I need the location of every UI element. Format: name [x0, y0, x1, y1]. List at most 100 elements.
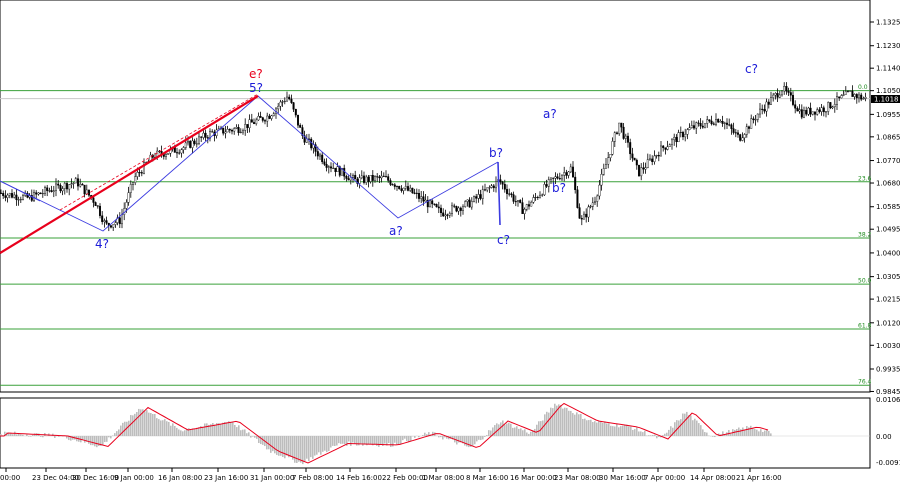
candle-body [196, 144, 198, 145]
candle-body [649, 159, 651, 160]
oscillator-bar [88, 436, 90, 444]
candle-body [253, 122, 255, 123]
candle-body [363, 176, 365, 183]
oscillator-bar [276, 436, 278, 455]
oscillator-bar [290, 436, 292, 457]
oscillator-bar [414, 436, 416, 438]
candle-body [211, 132, 213, 133]
candle-body [293, 103, 295, 110]
candle-body [225, 132, 227, 133]
oscillator-bar [574, 415, 576, 436]
y-tick-label: 1.0120 [876, 319, 900, 327]
oscillator-bar [176, 428, 178, 436]
candle-body [22, 195, 24, 199]
x-tick-label: 23 Mar 08:00 [554, 474, 601, 482]
oscillator-bar [628, 426, 630, 436]
y-tick-label: 1.0955 [876, 111, 900, 119]
fib-label: 50.0 [858, 278, 872, 285]
candle-body [667, 147, 669, 150]
candle-body [132, 183, 134, 185]
candle-body [860, 95, 862, 99]
oscillator-bar [84, 436, 86, 443]
candle-body [526, 204, 528, 209]
oscillator-bar [404, 436, 406, 439]
oscillator-bar [104, 436, 106, 442]
x-tick-label: 16 Mar 00:00 [510, 474, 557, 482]
x-tick-label: 00:00 [0, 474, 20, 482]
candle-body [579, 208, 581, 219]
oscillator-bar [518, 429, 520, 436]
oscillator-bar [172, 423, 174, 436]
candle-body [665, 148, 667, 150]
candle-body [60, 185, 62, 191]
candle-body [280, 102, 282, 106]
candle-body [823, 108, 825, 112]
candle-body [717, 119, 719, 122]
candle-body [40, 193, 42, 194]
oscillator-bar [500, 422, 502, 436]
candle-body [291, 99, 293, 103]
candle-body [409, 188, 411, 190]
candle-body [77, 179, 79, 187]
candle-body [16, 195, 18, 200]
candle-body [698, 123, 700, 124]
candle-body [513, 195, 515, 202]
candle-body [627, 136, 629, 142]
candle-body [260, 116, 262, 117]
candle-body [621, 123, 623, 127]
oscillator-bar [406, 436, 408, 441]
candle-body [739, 135, 741, 141]
candle-body [610, 154, 612, 157]
oscillator-bar [228, 421, 230, 436]
candle-body [484, 190, 486, 191]
candle-body [537, 197, 539, 198]
candle-body [189, 141, 191, 147]
y-tick-label: 1.0680 [876, 180, 900, 188]
oscillator-bar [112, 435, 114, 436]
x-tick-label: 30 Dec 16:00 [72, 474, 119, 482]
oscillator-bar [706, 433, 708, 436]
candle-body [167, 153, 169, 154]
candle-body [269, 116, 271, 119]
oscillator-bar [754, 429, 756, 436]
candle-body [194, 141, 196, 144]
candle-body [676, 137, 678, 142]
candle-body [775, 93, 777, 95]
oscillator-bar [350, 436, 352, 446]
candle-body [790, 92, 792, 95]
oscillator-bar [152, 414, 154, 436]
candle-body [104, 221, 106, 222]
oscillator-bar [174, 426, 176, 436]
oscillator-bar [184, 430, 186, 436]
oscillator-bar [702, 429, 704, 436]
candle-body [2, 193, 4, 196]
oscillator-bar [338, 436, 340, 443]
candle-body [431, 201, 433, 204]
oscillator-bar [766, 430, 768, 436]
candle-body [337, 167, 339, 172]
candle-body [207, 137, 209, 138]
oscillator-bar [32, 435, 34, 436]
oscillator-bar [524, 429, 526, 436]
oscillator-bar [588, 420, 590, 436]
oscillator-bar [552, 408, 554, 436]
oscillator-bar [332, 436, 334, 446]
candle-body [330, 167, 332, 168]
candle-body [640, 168, 642, 176]
oscillator-bar [768, 431, 770, 436]
oscillator-bar [522, 430, 524, 436]
oscillator-bar [700, 425, 702, 436]
candle-body [786, 86, 788, 91]
candle-body [592, 203, 594, 207]
candle-body [44, 188, 46, 194]
candle-body [370, 175, 372, 181]
oscillator-bar [674, 422, 676, 436]
candle-body [97, 206, 99, 207]
candle-body [566, 172, 568, 175]
candle-body [328, 167, 330, 168]
oscillator-bar [90, 436, 92, 445]
oscillator-bar [42, 436, 44, 437]
candle-body [841, 95, 843, 97]
oscillator-bar [310, 436, 312, 457]
candle-body [838, 97, 840, 98]
